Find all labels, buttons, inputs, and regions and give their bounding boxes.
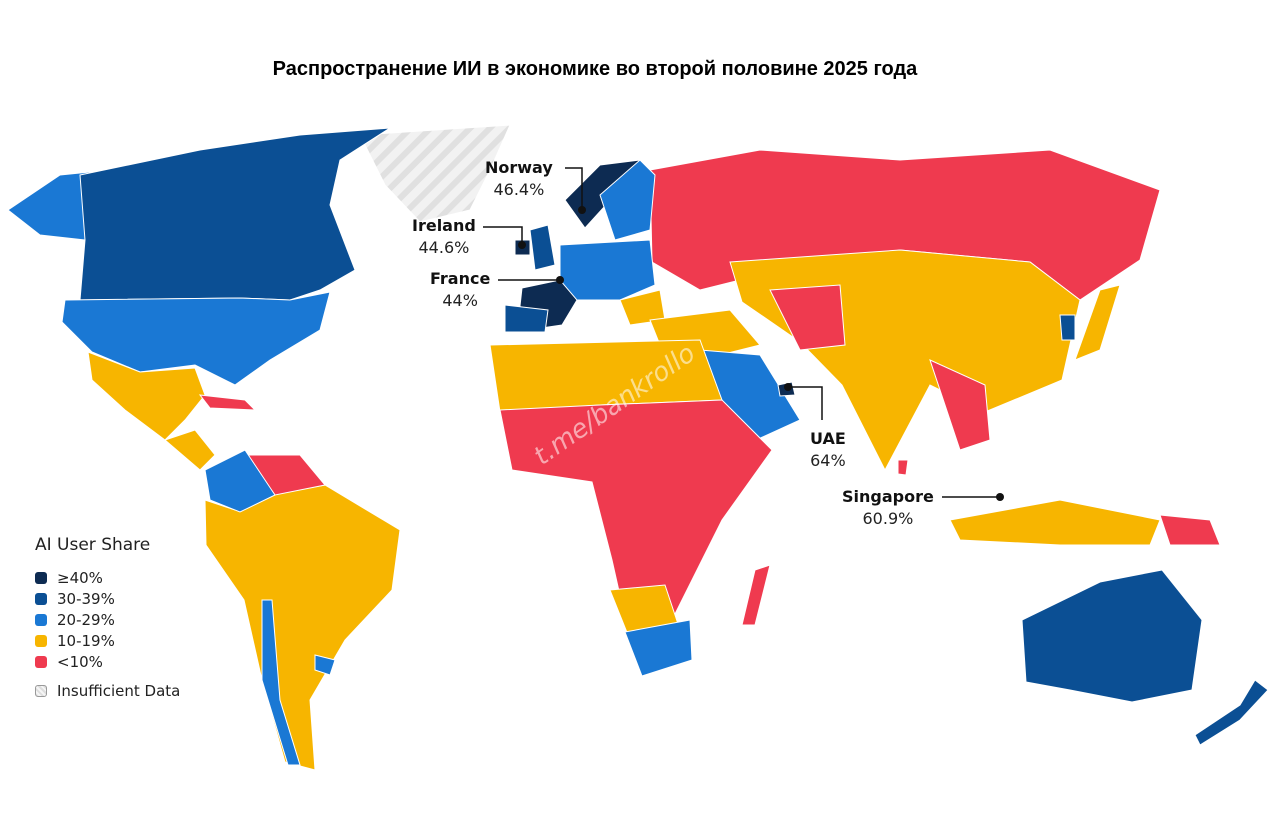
legend-swatch [35,634,47,647]
legend-swatch [35,571,47,584]
legend-item: Insufficient Data [35,680,180,701]
legend-label: 30-39% [57,589,115,608]
sub-saharan-africa [499,399,773,641]
france-dot [556,276,564,284]
legend-swatch [35,592,47,605]
map-title: Распространение ИИ в экономике во второй… [272,58,918,80]
south-africa [624,619,693,677]
colombia [204,449,276,513]
asia-main [729,249,1081,472]
singapore-dot [996,493,1004,501]
callout-ireland: Ireland 44.6% [412,216,476,257]
south-america [204,484,401,771]
legend-label: Insufficient Data [57,681,181,700]
sri-lanka [897,459,909,476]
legend-label: ≥40% [57,568,103,587]
madagascar [741,564,771,626]
legend: AI User Share ≥40% 30-39% 20-29% 10-19% <10%… [35,535,180,701]
central-asia-red [769,284,846,351]
spain [504,304,549,333]
legend-label: <10% [57,652,103,671]
legend-swatch [35,684,47,697]
ireland-dot [518,241,526,249]
legend-item: 20-29% [35,609,180,630]
legend-item: 10-19% [35,630,180,651]
callout-singapore: Singapore 60.9% [842,487,934,528]
korea [1059,314,1076,341]
nordics [599,159,656,241]
legend-label: 10-19% [57,631,115,650]
callout-france: France 44% [430,269,491,310]
southeast-asia [929,359,991,451]
uk [529,224,556,271]
canada [79,127,391,301]
uae-dot [784,383,792,391]
png [1159,514,1221,546]
legend-item: ≥40% [35,567,180,588]
callout-norway: Norway 46.4% [485,158,553,199]
legend-title: AI User Share [35,535,151,555]
legend-item: <10% [35,651,180,672]
australia [1021,569,1203,703]
cuba [198,394,257,411]
callout-lines [483,167,1000,498]
central-america [164,429,216,471]
legend-swatch [35,613,47,626]
chile [261,599,301,766]
legend-label: 20-29% [57,610,115,629]
legend-swatch [35,655,47,668]
callout-uae: UAE 64% [810,429,846,470]
norway-dot [578,206,586,214]
mexico [87,351,206,441]
greenland [359,124,511,223]
uruguay [314,654,336,676]
indonesia [949,499,1161,546]
usa [61,291,331,386]
japan [1074,284,1121,361]
central-europe [559,239,656,301]
legend-item: 30-39% [35,588,180,609]
new-zealand [1194,679,1269,746]
